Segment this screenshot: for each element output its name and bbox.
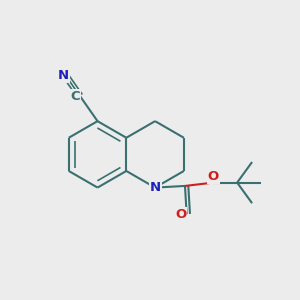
Text: O: O [208, 170, 219, 183]
Text: N: N [57, 69, 68, 82]
Text: O: O [175, 208, 186, 221]
Text: C: C [70, 90, 80, 103]
Text: N: N [150, 181, 161, 194]
